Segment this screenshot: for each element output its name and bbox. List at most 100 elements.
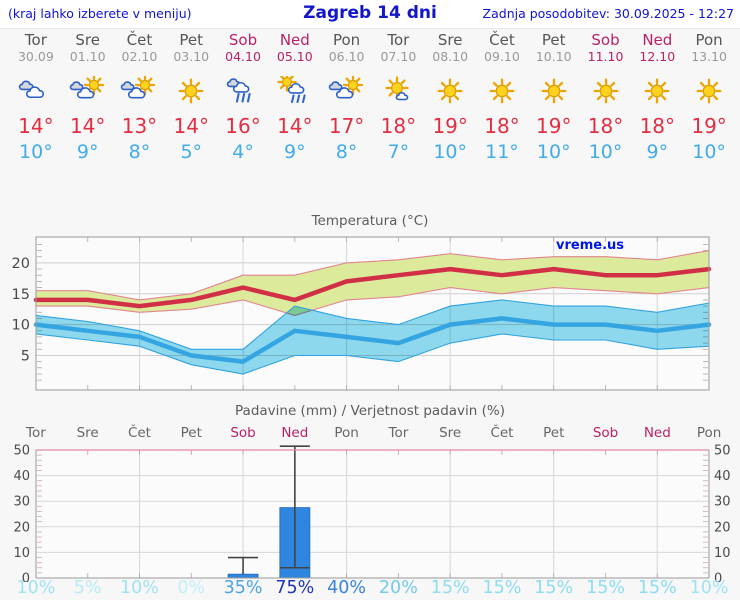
svg-text:40: 40 bbox=[13, 469, 30, 484]
precip-probability: 15% bbox=[534, 578, 574, 598]
day-name: Sre bbox=[75, 31, 100, 49]
max-temp: 19° bbox=[691, 114, 727, 138]
weather-icon-slot bbox=[321, 74, 373, 106]
weather-icon-slot bbox=[114, 74, 166, 106]
svg-text:20: 20 bbox=[13, 520, 30, 535]
precip-probability: 10% bbox=[120, 578, 159, 598]
day-name: Ned bbox=[279, 31, 310, 49]
precipitation-chart: 0 0 10 10 20 20 30 30 40 40 50 50 bbox=[13, 444, 731, 583]
weather-icon-slot bbox=[217, 76, 269, 106]
min-temp: 9° bbox=[76, 141, 99, 163]
day-date: 06.10 bbox=[328, 49, 365, 64]
day-date: 10.10 bbox=[535, 49, 572, 64]
min-temp: 7° bbox=[387, 141, 410, 163]
svg-text:0: 0 bbox=[22, 572, 30, 583]
precip-probability: 15% bbox=[586, 578, 625, 598]
min-temp: 11° bbox=[485, 141, 519, 163]
precip-probability: 15% bbox=[482, 578, 522, 598]
forecast-day: Pon 06.10 17° 8° bbox=[321, 31, 373, 164]
min-temp: 5° bbox=[180, 141, 203, 163]
forecast-day: Sob 04.10 16° 4° bbox=[217, 31, 269, 164]
forecast-day: Čet 09.10 18° 11° bbox=[476, 31, 528, 164]
precip-day-label: Čet bbox=[127, 425, 151, 441]
precip-day-label: Ned bbox=[643, 425, 671, 441]
max-temp: 14° bbox=[18, 114, 54, 138]
forecast-day: Pet 03.10 14° 5° bbox=[165, 31, 217, 164]
max-temp: 16° bbox=[225, 114, 261, 138]
precip-probability: 40% bbox=[327, 578, 367, 598]
partly-cloudy-icon bbox=[69, 74, 104, 99]
precip-day-label: Pon bbox=[696, 425, 722, 441]
sunny-icon bbox=[489, 78, 515, 104]
precip-probability: 10% bbox=[689, 578, 729, 598]
svg-text:0: 0 bbox=[714, 572, 722, 583]
svg-text:10: 10 bbox=[12, 318, 30, 334]
day-name: Ned bbox=[642, 31, 673, 49]
day-date: 11.10 bbox=[587, 49, 624, 64]
forecast-day: Pet 10.10 19° 10° bbox=[528, 31, 580, 164]
min-temp: 10° bbox=[536, 141, 571, 163]
svg-text:20: 20 bbox=[12, 256, 30, 272]
weather-icon-slot bbox=[10, 76, 62, 106]
day-name: Čet bbox=[489, 31, 515, 49]
day-name: Pet bbox=[541, 31, 566, 49]
precip-day-label: Sob bbox=[230, 425, 256, 441]
day-date: 30.09 bbox=[17, 49, 54, 64]
day-date: 09.10 bbox=[484, 49, 520, 64]
weather-icon-slot bbox=[62, 74, 114, 106]
sunny-icon bbox=[178, 78, 204, 104]
day-name: Čet bbox=[126, 31, 153, 49]
sunny-icon bbox=[437, 78, 463, 104]
menu-hint: (kraj lahko izberete v meniju) bbox=[8, 6, 192, 21]
sunny-icon bbox=[644, 78, 670, 104]
vreme-us-link[interactable]: vreme.us bbox=[556, 238, 624, 253]
day-date: 08.10 bbox=[432, 49, 469, 64]
forecast-day: Tor 30.09 14° 10° bbox=[10, 31, 62, 164]
sunny-icon bbox=[593, 78, 618, 104]
svg-text:30: 30 bbox=[13, 495, 30, 510]
svg-text:5: 5 bbox=[21, 348, 30, 364]
forecast-day: Sob 11.10 18° 10° bbox=[580, 31, 632, 164]
precip-probability: 20% bbox=[378, 578, 418, 598]
max-temp: 14° bbox=[277, 114, 313, 138]
day-name: Pet bbox=[179, 31, 204, 49]
precip-day-label: Sre bbox=[439, 425, 462, 441]
weather-icon-slot bbox=[683, 76, 735, 106]
day-date: 04.10 bbox=[225, 49, 261, 64]
last-update: Zadnja posodobitev: 30.09.2025 - 12:27 bbox=[482, 6, 734, 21]
weather-icon-slot bbox=[476, 76, 528, 106]
temp-chart-title: Temperatura (°C) bbox=[311, 213, 429, 229]
max-temp: 19° bbox=[432, 114, 468, 138]
svg-text:50: 50 bbox=[714, 444, 731, 459]
forecast-day: Sre 08.10 19° 10° bbox=[424, 31, 476, 164]
weather-icon-slot bbox=[580, 76, 632, 106]
weather-icon-slot bbox=[372, 76, 424, 106]
precip-probability: 5% bbox=[73, 578, 102, 598]
partly-cloudy-icon bbox=[328, 74, 363, 99]
forecast-day: Čet 02.10 13° 8° bbox=[114, 31, 166, 164]
svg-text:15: 15 bbox=[12, 287, 30, 303]
precip-day-label: Sob bbox=[592, 425, 619, 441]
precip-probability: 15% bbox=[430, 578, 470, 598]
day-date: 07.10 bbox=[380, 49, 417, 64]
day-name: Sob bbox=[591, 31, 620, 49]
day-date: 12.10 bbox=[639, 49, 676, 64]
svg-text:10: 10 bbox=[714, 546, 731, 561]
forecast-day: Ned 05.10 14° 9° bbox=[269, 31, 321, 164]
precip-probability: 15% bbox=[637, 578, 677, 598]
rain-icon bbox=[226, 78, 251, 103]
weather-icon-slot bbox=[631, 76, 683, 106]
precip-chart-title: Padavine (mm) / Verjetnost padavin (%) bbox=[235, 403, 505, 419]
min-temp: 10° bbox=[692, 141, 726, 163]
forecast-day: Sre 01.10 14° 9° bbox=[62, 31, 114, 164]
precip-day-label: Tor bbox=[388, 425, 409, 441]
day-name: Sob bbox=[228, 31, 258, 49]
page-title: Zagreb 14 dni bbox=[303, 3, 437, 23]
forecast-day: Ned 12.10 18° 9° bbox=[631, 31, 683, 164]
min-temp: 10° bbox=[588, 141, 623, 163]
min-temp: 8° bbox=[128, 141, 151, 163]
partly-cloudy-icon bbox=[121, 74, 156, 99]
day-date: 03.10 bbox=[173, 49, 210, 64]
day-date: 13.10 bbox=[691, 49, 727, 64]
